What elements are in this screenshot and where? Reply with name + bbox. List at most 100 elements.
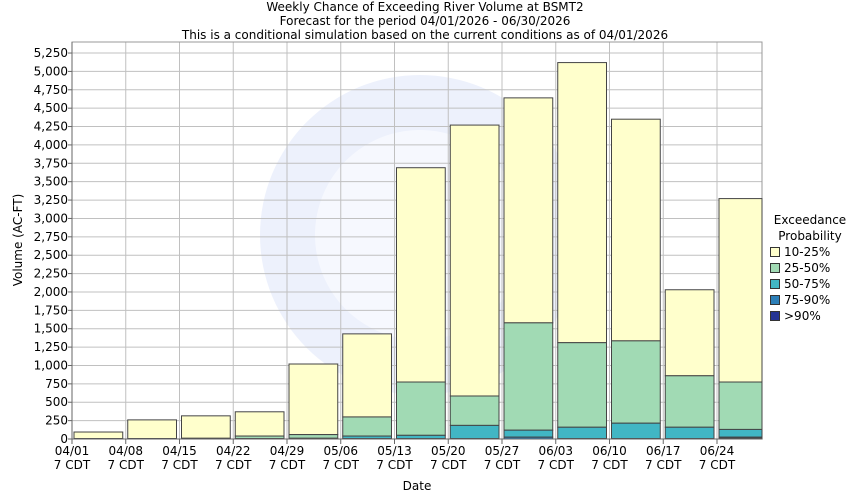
x-tick-label: 04/29 <box>270 444 305 458</box>
bar-1025-04-01 <box>73 431 124 440</box>
chart-subtitle: Forecast for the period 04/01/2026 - 06/… <box>279 14 571 28</box>
x-tick-label: 04/22 <box>216 444 251 458</box>
y-tick-label: 3,000 <box>34 211 68 225</box>
legend-title-2: Probability <box>778 229 842 243</box>
x-tick-label: 04/15 <box>162 444 197 458</box>
bar-1025-04-22 <box>234 411 285 437</box>
legend-label: 50-75% <box>784 277 831 291</box>
y-tick-label: 2,000 <box>34 285 68 299</box>
x-tick-sublabel: 7 CDT <box>376 458 413 472</box>
x-tick-sublabel: 7 CDT <box>108 458 145 472</box>
x-tick-label: 06/10 <box>592 444 627 458</box>
bar-1025-05-20 <box>449 124 500 397</box>
bar-1025-05-13 <box>396 167 446 383</box>
x-tick-sublabel: 7 CDT <box>699 458 736 472</box>
y-tick-label: 750 <box>45 377 68 391</box>
x-tick-sublabel: 7 CDT <box>591 458 628 472</box>
y-tick-label: 4,500 <box>34 101 68 115</box>
x-tick-label: 06/17 <box>646 444 681 458</box>
bar-2550-06-10 <box>611 340 661 424</box>
bar-5075-05-20 <box>449 424 500 440</box>
bar-1025-05-27 <box>503 97 554 324</box>
x-tick-sublabel: 7 CDT <box>538 458 575 472</box>
x-tick-sublabel: 7 CDT <box>269 458 306 472</box>
bar-5075-06-10 <box>611 422 661 440</box>
legend-label: 10-25% <box>784 245 831 259</box>
y-tick-label: 1,250 <box>34 340 68 354</box>
x-tick-label: 06/03 <box>538 444 573 458</box>
bar-5075-06-03 <box>557 426 607 440</box>
bar-2550-05-06 <box>342 416 392 437</box>
y-tick-label: 3,250 <box>34 193 68 207</box>
y-axis-label: Volume (AC-FT) <box>11 194 25 287</box>
x-tick-label: 05/20 <box>431 444 466 458</box>
bar-2550-06-17 <box>664 375 715 428</box>
y-tick-label: 2,750 <box>34 230 68 244</box>
bar-1025-04-15 <box>181 415 231 439</box>
y-tick-label: 500 <box>45 395 68 409</box>
y-tick-label: 1,750 <box>34 303 68 317</box>
y-tick-label: 250 <box>45 414 68 428</box>
x-tick-sublabel: 7 CDT <box>484 458 521 472</box>
y-tick-label: 0 <box>60 432 68 446</box>
x-tick-sublabel: 7 CDT <box>430 458 467 472</box>
x-tick-sublabel: 7 CDT <box>54 458 91 472</box>
legend-swatch <box>770 311 780 321</box>
y-tick-label: 2,250 <box>34 267 68 281</box>
legend-label: 75-90% <box>784 293 831 307</box>
bar-5075-06-24 <box>718 428 763 438</box>
bar-1025-06-24 <box>718 198 763 383</box>
legend-item: 25-50% <box>770 260 850 276</box>
x-tick-label: 05/06 <box>323 444 358 458</box>
x-tick-sublabel: 7 CDT <box>215 458 252 472</box>
bar-2550-04-29 <box>288 434 339 439</box>
x-tick-sublabel: 7 CDT <box>323 458 360 472</box>
bar-1025-06-10 <box>611 118 661 342</box>
legend-item: 75-90% <box>770 292 850 308</box>
x-axis-label: Date <box>403 479 432 493</box>
y-tick-label: 5,000 <box>34 64 68 78</box>
bar-5075-05-27 <box>503 429 554 438</box>
legend-swatch <box>770 279 780 289</box>
y-tick-label: 4,000 <box>34 138 68 152</box>
x-tick-label: 05/27 <box>485 444 520 458</box>
bar-1025-05-06 <box>342 333 392 418</box>
y-tick-label: 1,000 <box>34 358 68 372</box>
chart-title: Weekly Chance of Exceeding River Volume … <box>266 0 584 14</box>
bar-5075-06-17 <box>664 426 715 440</box>
x-tick-label: 04/08 <box>108 444 143 458</box>
bar-2550-05-20 <box>449 395 500 426</box>
bar-2550-06-03 <box>557 342 607 428</box>
bar-1025-06-03 <box>557 62 607 344</box>
bar-2550-06-24 <box>718 381 763 430</box>
bar-2550-05-27 <box>503 322 554 431</box>
bar-1025-06-17 <box>664 289 715 377</box>
bar-2550-05-13 <box>396 381 446 436</box>
y-tick-label: 4,750 <box>34 83 68 97</box>
legend-label: 25-50% <box>784 261 831 275</box>
y-tick-label: 5,250 <box>34 46 68 60</box>
y-tick-label: 2,500 <box>34 248 68 262</box>
y-tick-label: 1,500 <box>34 322 68 336</box>
legend: Exceedance Probability 10-25% 25-50% 50-75… <box>770 212 850 324</box>
x-tick-sublabel: 7 CDT <box>645 458 682 472</box>
bar-1025-04-29 <box>288 363 339 436</box>
legend-item: 50-75% <box>770 276 850 292</box>
legend-item: 10-25% <box>770 244 850 260</box>
x-tick-label: 05/13 <box>377 444 412 458</box>
y-tick-label: 3,750 <box>34 156 68 170</box>
legend-swatch <box>770 295 780 305</box>
x-tick-label: 04/01 <box>55 444 90 458</box>
y-tick-label: 3,500 <box>34 175 68 189</box>
x-tick-label: 06/24 <box>700 444 735 458</box>
legend-item: >90% <box>770 308 850 324</box>
legend-label: >90% <box>784 309 821 323</box>
bar-1025-04-08 <box>127 419 177 440</box>
y-tick-label: 4,250 <box>34 120 68 134</box>
legend-swatch <box>770 247 780 257</box>
legend-swatch <box>770 263 780 273</box>
legend-title-1: Exceedance <box>773 213 847 227</box>
x-tick-sublabel: 7 CDT <box>161 458 198 472</box>
